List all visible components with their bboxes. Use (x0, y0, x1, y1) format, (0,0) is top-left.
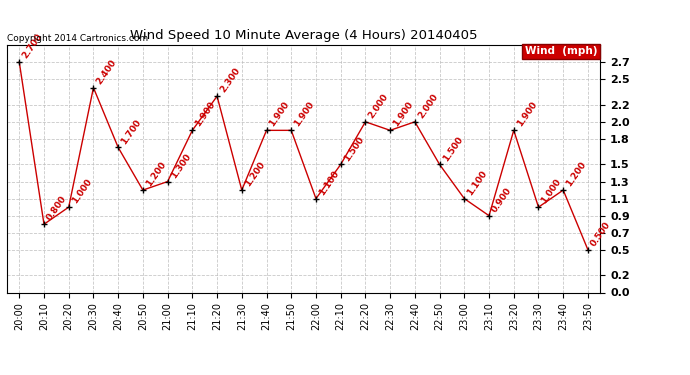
Text: 1.000: 1.000 (70, 177, 93, 206)
Text: 1.900: 1.900 (268, 100, 291, 129)
Text: 1.500: 1.500 (441, 135, 464, 163)
Text: 2.700: 2.700 (21, 32, 44, 60)
Text: 2.000: 2.000 (366, 92, 390, 120)
Text: 2.300: 2.300 (218, 66, 241, 94)
Text: 1.900: 1.900 (515, 100, 539, 129)
Text: 1.900: 1.900 (391, 100, 415, 129)
Text: 1.900: 1.900 (293, 100, 316, 129)
Text: 1.000: 1.000 (540, 177, 563, 206)
Title: Wind Speed 10 Minute Average (4 Hours) 20140405: Wind Speed 10 Minute Average (4 Hours) 2… (130, 30, 477, 42)
Text: 1.100: 1.100 (317, 169, 341, 197)
Text: 1.200: 1.200 (144, 160, 168, 188)
Text: 1.200: 1.200 (243, 160, 266, 188)
Text: Wind  (mph): Wind (mph) (525, 46, 598, 56)
Text: 1.100: 1.100 (466, 169, 489, 197)
Text: Copyright 2014 Cartronics.com: Copyright 2014 Cartronics.com (7, 34, 148, 43)
Text: 1.500: 1.500 (342, 135, 366, 163)
Text: 0.500: 0.500 (589, 220, 613, 248)
Text: 1.200: 1.200 (564, 160, 588, 188)
Text: 1.700: 1.700 (119, 117, 143, 146)
Text: 1.300: 1.300 (169, 152, 193, 180)
Text: 2.000: 2.000 (416, 92, 440, 120)
Text: 1.900: 1.900 (194, 100, 217, 129)
Text: 0.800: 0.800 (46, 194, 69, 222)
Text: 0.900: 0.900 (491, 186, 514, 214)
Text: 2.400: 2.400 (95, 58, 118, 86)
